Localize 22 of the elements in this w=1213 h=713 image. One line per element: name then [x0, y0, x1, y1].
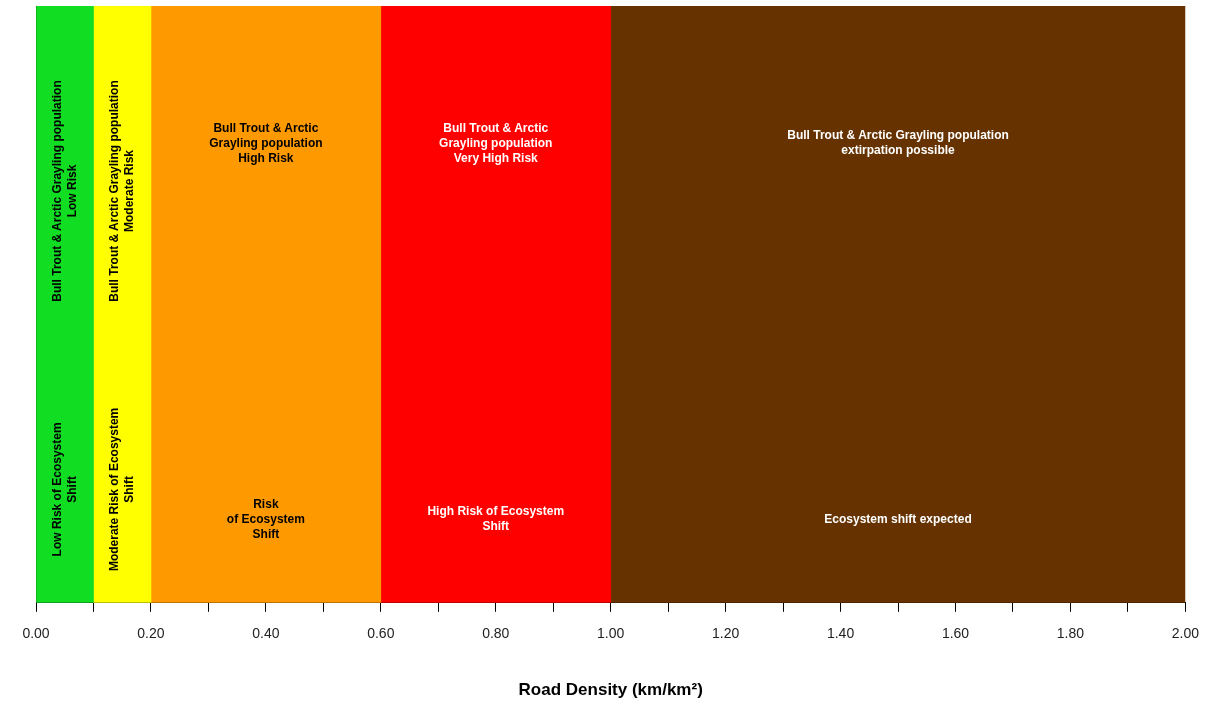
- x-tick-label: 1.80: [1056, 625, 1085, 642]
- x-tick-label: 1.40: [826, 625, 855, 642]
- series-label: Bull Trout & Arctic Grayling population High Risk: [209, 120, 323, 165]
- annotation: Moderate Risk of Ecosystem Shift: [107, 407, 137, 572]
- series-label: Bull Trout & Arctic Grayling population Very High Risk: [439, 120, 553, 165]
- series-label: Bull Trout & Arctic Grayling population extirpation possible: [787, 128, 1009, 158]
- x-tick-label: 0.60: [367, 625, 395, 642]
- x-axis-title: Road Density (km/km²): [518, 680, 703, 700]
- series-label: Bull Trout & Arctic Grayling population Moderate Risk: [107, 80, 137, 302]
- x-tick-label: 0.40: [252, 625, 280, 642]
- series-label: Bull Trout & Arctic Grayling population Low Risk: [49, 80, 79, 302]
- annotation: Ecosystem shift expected: [824, 511, 972, 526]
- x-tick-label: 0.20: [137, 625, 165, 642]
- x-tick-label: 1.20: [712, 625, 740, 642]
- x-tick-label: 0.00: [22, 625, 50, 642]
- annotation: Risk of Ecosystem Shift: [226, 496, 305, 541]
- annotation: High Risk of Ecosystem Shift: [427, 504, 565, 534]
- x-tick-label: 0.80: [482, 625, 510, 642]
- x-tick-label: 1.00: [597, 625, 625, 642]
- annotation: Low Risk of Ecosystem Shift: [49, 422, 79, 557]
- x-tick-label: 1.60: [941, 625, 970, 642]
- x-tick-label: 2.00: [1171, 625, 1200, 642]
